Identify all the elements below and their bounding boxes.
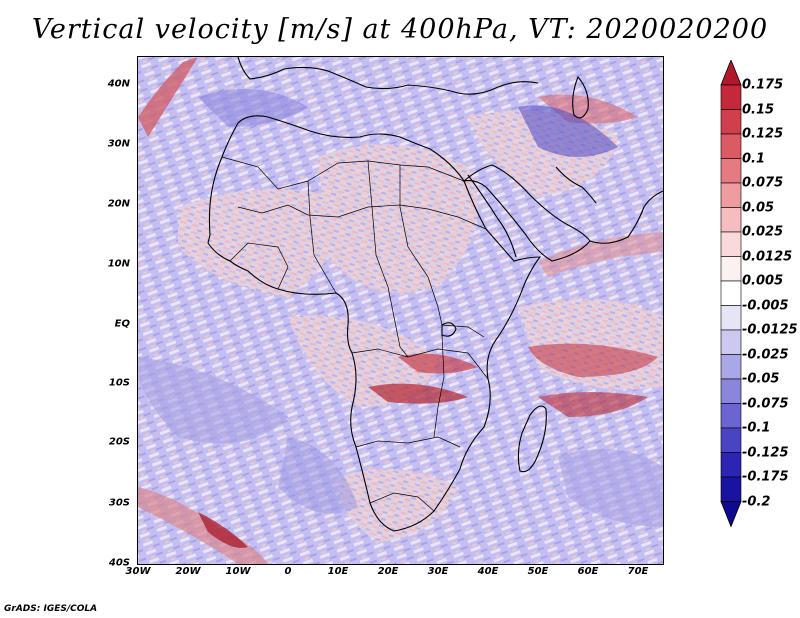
colorbar-segment	[720, 84, 742, 110]
colorbar-level-label: -0.025	[742, 347, 789, 362]
lat-label-eq: EQ	[114, 318, 130, 330]
caspian-sea	[572, 75, 589, 119]
lake-victoria	[441, 322, 457, 337]
colorbar-level-label: 0.005	[742, 273, 784, 289]
lon-label-70e: 70E	[627, 566, 649, 577]
lon-label-40e: 40E	[477, 566, 499, 577]
lon-label-10w: 10W	[225, 566, 251, 577]
colorbar-level-label: 0.0125	[742, 249, 793, 264]
persian-gulf	[555, 166, 597, 204]
lat-label-30s: 30S	[108, 497, 130, 509]
lon-label-20w: 20W	[175, 566, 201, 577]
lat-label-10s: 10S	[108, 377, 130, 389]
chart-title: Vertical velocity [m/s] at 400hPa, VT: 2…	[31, 14, 769, 45]
colorbar-level-label: -0.075	[742, 396, 789, 411]
colorbar-segment	[720, 329, 742, 355]
colorbar-segment	[720, 109, 742, 135]
colorbar-segment	[720, 182, 742, 208]
red-sea	[467, 174, 517, 258]
asia-coastline	[589, 190, 663, 244]
country-borders	[221, 156, 489, 512]
colorbar-segment	[720, 305, 742, 331]
colorbar-segment	[720, 231, 742, 257]
colorbar-level-label: -0.005	[742, 298, 789, 313]
colorbar-level-label: -0.175	[742, 469, 789, 485]
colorbar-segment	[720, 452, 742, 478]
lat-label-20s: 20S	[108, 436, 130, 448]
lon-label-30w: 30W	[125, 566, 151, 577]
lat-label-20n: 20N	[107, 198, 130, 210]
colorbar-segment	[720, 158, 742, 184]
colorbar-level-label: -0.125	[742, 445, 789, 460]
colorbar-level-label: 0.025	[742, 224, 784, 240]
colorbar-segment	[720, 354, 742, 380]
colorbar-level-label: 0.175	[742, 77, 784, 93]
colorbar-segment	[720, 133, 742, 159]
colorbar-top-arrow	[720, 60, 742, 86]
colorbar-segment	[720, 427, 742, 453]
colorbar-segment	[720, 256, 742, 282]
colorbar-bottom-arrow	[720, 501, 742, 528]
madagascar	[517, 405, 547, 473]
colorbar-level-label: -0.05	[742, 371, 780, 387]
coastlines	[207, 57, 663, 532]
colorbar-segment	[720, 280, 742, 306]
colorbar-level-label: 0.075	[742, 175, 784, 191]
lon-label-60e: 60E	[577, 566, 599, 577]
lon-label-20e: 20E	[377, 566, 399, 577]
africa-coastline	[207, 115, 542, 532]
colorbar-segment	[720, 207, 742, 233]
colorbar-level-label: -0.2	[742, 494, 771, 509]
colorbar-level-label: 0.1	[742, 151, 766, 166]
colorbar-segment	[720, 476, 742, 502]
colorbar	[720, 60, 742, 528]
europe-coastline	[237, 57, 539, 95]
colorbar-level-label: -0.0125	[742, 322, 798, 338]
colorbar-segment	[720, 403, 742, 429]
grads-credit: GrADS: IGES/COLA	[4, 604, 98, 614]
lon-label-0: 0	[284, 566, 292, 577]
colorbar-level-label: 0.05	[742, 200, 775, 215]
map-svg	[138, 57, 663, 564]
lon-label-10e: 10E	[327, 566, 349, 577]
lat-label-30n: 30N	[107, 138, 130, 150]
lat-label-40n: 40N	[107, 78, 130, 90]
lon-label-50e: 50E	[527, 566, 549, 577]
map-panel	[137, 56, 664, 565]
colorbar-level-label: 0.15	[742, 102, 775, 117]
downdraft-bands	[138, 89, 663, 527]
colorbar-segment	[720, 378, 742, 404]
lat-label-10n: 10N	[107, 258, 130, 270]
lon-label-30e: 30E	[427, 566, 449, 577]
lat-label-40s: 40S	[108, 557, 130, 569]
colorbar-level-label: 0.125	[742, 126, 784, 142]
colorbar-level-label: -0.1	[742, 420, 771, 436]
